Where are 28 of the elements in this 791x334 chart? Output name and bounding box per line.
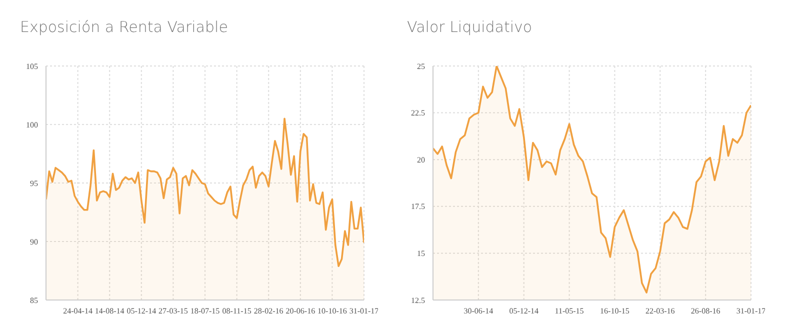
x-tick-label: 18-07-15 (190, 306, 220, 316)
x-tick-label: 22-03-16 (645, 306, 675, 316)
x-tick-label: 24-04-14 (63, 306, 92, 316)
y-tick-label: 17.5 (411, 202, 425, 212)
y-tick-label: 95 (30, 178, 38, 188)
x-tick-label: 10-10-16 (318, 306, 347, 316)
y-tick-label: 85 (30, 296, 38, 305)
x-tick-label: 11-05-15 (554, 306, 584, 316)
x-tick-label: 28-02-16 (254, 306, 284, 316)
chart-title: Exposición a Renta Variable (19, 17, 229, 38)
x-tick-label: 26-08-16 (690, 306, 720, 316)
y-tick-label: 22.5 (411, 108, 425, 118)
y-tick-label: 100 (26, 120, 38, 130)
y-tick-label: 25 (417, 62, 425, 71)
x-tick-label: 16-10-15 (600, 306, 630, 316)
chart-title: Valor Liquidativo (406, 17, 534, 38)
x-tick-label: 08-11-15 (222, 306, 252, 316)
y-tick-label: 15 (417, 249, 425, 258)
y-tick-label: 105 (26, 62, 38, 71)
x-tick-label: 30-06-14 (464, 306, 494, 316)
y-tick-label: 12.5 (411, 296, 425, 305)
y-tick-label: 90 (30, 237, 38, 246)
x-tick-label: 05-12-14 (126, 306, 156, 316)
x-tick-label: 27-03-15 (158, 306, 188, 316)
x-tick-label: 14-08-14 (94, 306, 124, 316)
x-tick-label: 20-06-16 (286, 306, 316, 316)
y-tick-label: 20 (417, 155, 425, 164)
x-tick-label: 05-12-14 (509, 306, 539, 316)
